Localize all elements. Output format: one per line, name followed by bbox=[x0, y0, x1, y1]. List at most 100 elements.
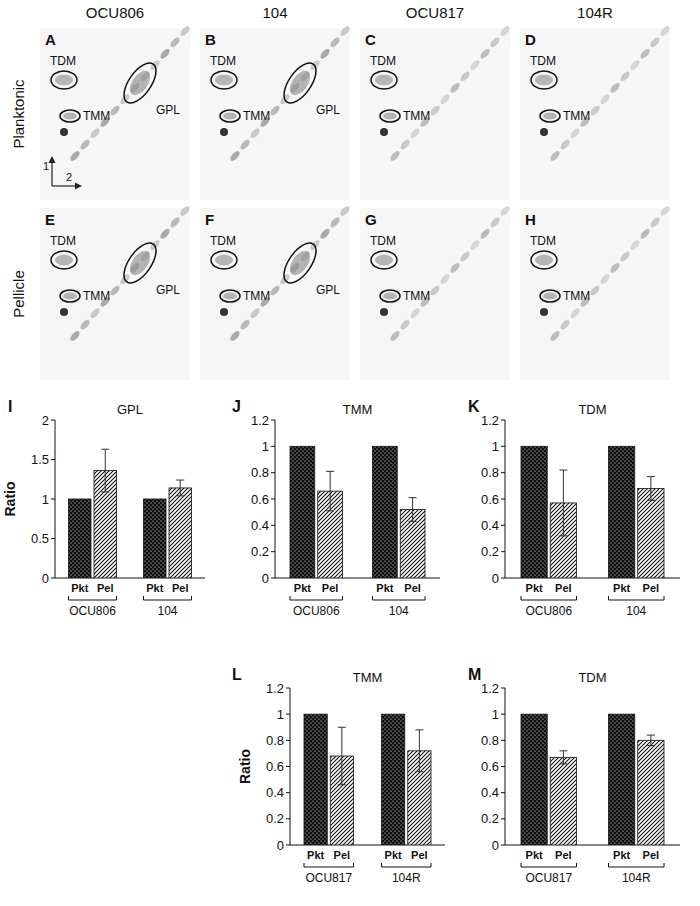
tlc-spot-label: TDM bbox=[210, 54, 236, 68]
tlc-spot-outline bbox=[220, 290, 240, 302]
error-line bbox=[105, 449, 106, 492]
panel-letter: H bbox=[525, 211, 536, 228]
tlc-streak bbox=[239, 138, 251, 151]
tlc-spot-fill bbox=[223, 112, 237, 119]
tlc-arrowhead bbox=[75, 183, 82, 190]
y-tick bbox=[501, 688, 505, 689]
tlc-spot-label: TDM bbox=[50, 234, 76, 248]
y-tick bbox=[271, 499, 275, 500]
tlc-spot-outline bbox=[211, 251, 237, 269]
tlc-spot-fill bbox=[63, 292, 77, 299]
y-tick-label: 1.2 bbox=[481, 681, 499, 696]
chart-title: TMM bbox=[343, 402, 373, 417]
tlc-spot-fill bbox=[55, 75, 73, 86]
tlc-spot-fill bbox=[215, 255, 233, 266]
category-label: 104 bbox=[626, 604, 646, 618]
tlc-streak bbox=[399, 138, 411, 151]
tlc-spot-label: GPL bbox=[156, 283, 180, 297]
tlc-spot-label: GPL bbox=[156, 103, 180, 117]
bar-chart: JTMM00.20.40.60.811.2PktPelOCU806PktPel1… bbox=[232, 398, 440, 618]
group-bracket bbox=[609, 596, 665, 600]
tlc-streak bbox=[649, 36, 661, 49]
tlc-panel: TDMTMMGPLE bbox=[40, 205, 191, 380]
bar-chart: LTMMRatio00.20.40.60.811.2PktPelOCU817Pk… bbox=[232, 666, 445, 885]
error-cap bbox=[647, 476, 655, 477]
y-tick bbox=[286, 740, 290, 741]
tlc-origin-spot bbox=[540, 308, 548, 316]
tlc-origin-spot bbox=[220, 308, 228, 316]
tlc-spot-outline bbox=[278, 238, 322, 288]
tlc-streak bbox=[339, 25, 351, 38]
tlc-streak bbox=[389, 330, 401, 343]
group-bracket bbox=[290, 596, 343, 600]
error-bar bbox=[559, 470, 567, 536]
tlc-streak bbox=[569, 127, 581, 140]
tlc-arrow bbox=[52, 185, 78, 186]
y-tick bbox=[51, 459, 55, 460]
y-tick bbox=[271, 446, 275, 447]
bar-label: Pkt bbox=[307, 849, 324, 861]
bar-label: Pkt bbox=[376, 582, 393, 594]
y-tick-label: 0.4 bbox=[481, 518, 499, 533]
tlc-streak bbox=[179, 25, 191, 38]
y-tick bbox=[501, 845, 505, 846]
tlc-plate bbox=[520, 208, 670, 380]
error-line bbox=[180, 480, 181, 496]
tlc-arrowhead bbox=[49, 156, 56, 163]
tlc-spot-outline bbox=[118, 58, 162, 108]
y-tick-label: 1 bbox=[277, 707, 284, 722]
y-tick-label: 0.2 bbox=[481, 811, 499, 826]
y-tick bbox=[51, 578, 55, 579]
column-header: OCU806 bbox=[86, 4, 144, 21]
y-tick bbox=[286, 845, 290, 846]
error-bar bbox=[415, 730, 423, 772]
tlc-streak bbox=[629, 239, 641, 252]
y-axis bbox=[55, 420, 56, 578]
error-cap bbox=[176, 495, 184, 496]
tlc-spot-outline bbox=[220, 110, 240, 122]
bar-label: Pel bbox=[172, 582, 189, 594]
error-bar bbox=[176, 480, 184, 496]
tlc-streak bbox=[399, 318, 411, 331]
error-cap bbox=[559, 750, 567, 751]
y-axis bbox=[275, 420, 276, 578]
tlc-spot-fill bbox=[126, 247, 154, 278]
tlc-streak bbox=[439, 93, 451, 106]
error-cap bbox=[101, 491, 109, 492]
bar bbox=[290, 446, 315, 578]
y-tick-label: 0.6 bbox=[481, 759, 499, 774]
bar-label: Pel bbox=[411, 849, 428, 861]
bars bbox=[290, 446, 425, 578]
tlc-streak bbox=[469, 59, 481, 72]
tlc-streak bbox=[659, 25, 671, 38]
y-tick bbox=[286, 792, 290, 793]
error-line bbox=[330, 471, 331, 511]
y-tick bbox=[271, 578, 275, 579]
tlc-spot-fill bbox=[375, 75, 393, 86]
y-tick bbox=[271, 525, 275, 526]
tlc-spot-outline bbox=[118, 238, 162, 288]
bar bbox=[373, 446, 398, 578]
tlc-plate bbox=[200, 208, 350, 380]
error-cap bbox=[559, 763, 567, 764]
tlc-arrow bbox=[51, 160, 52, 186]
bar bbox=[382, 714, 405, 845]
tlc-streak bbox=[629, 59, 641, 72]
error-line bbox=[563, 751, 564, 764]
panel-letter: M bbox=[468, 666, 481, 683]
bar bbox=[550, 757, 576, 845]
y-tick bbox=[501, 499, 505, 500]
tlc-streak bbox=[249, 127, 261, 140]
tlc-streak bbox=[559, 138, 571, 151]
y-tick-label: 1.2 bbox=[481, 413, 499, 428]
tlc-streak bbox=[429, 104, 441, 117]
tlc-spot-label: GPL bbox=[316, 283, 340, 297]
group-bracket bbox=[69, 596, 117, 600]
tlc-streak bbox=[609, 261, 621, 274]
bar-label: Pkt bbox=[294, 582, 311, 594]
y-tick-label: 0 bbox=[42, 571, 49, 586]
group-bracket bbox=[521, 863, 577, 867]
y-tick bbox=[501, 525, 505, 526]
tlc-spot-label: TDM bbox=[370, 54, 396, 68]
error-line bbox=[341, 727, 342, 785]
